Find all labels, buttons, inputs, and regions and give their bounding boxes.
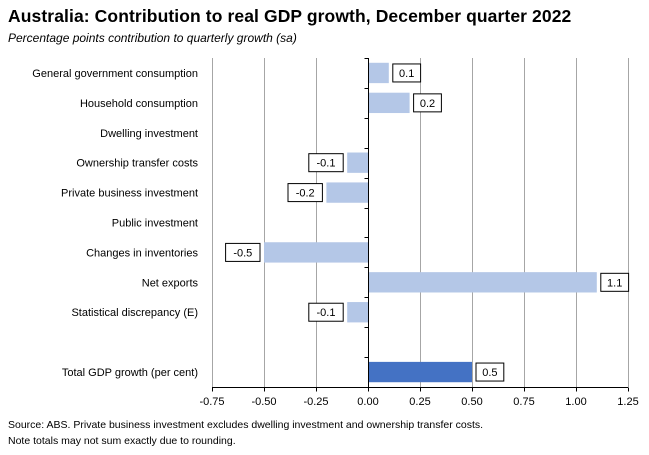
data-label-box: [413, 93, 442, 113]
data-label-box: [475, 362, 505, 382]
data-label: -0.5: [233, 247, 252, 259]
x-tick-label: 1.00: [565, 396, 586, 408]
x-tick-label: 0.00: [357, 396, 378, 408]
bar: [264, 242, 368, 263]
data-label-box: [308, 302, 344, 322]
source-note: Source: ABS. Private business investment…: [8, 419, 484, 431]
bar: [368, 92, 410, 114]
x-tick-label: -0.50: [251, 396, 276, 408]
chart-title: Australia: Contribution to real GDP grow…: [8, 6, 572, 26]
category-label: Dwelling investment: [100, 128, 198, 140]
bar: [326, 182, 368, 203]
category-label: Net exports: [142, 277, 199, 289]
data-label: 0.1: [399, 68, 414, 80]
data-label: -0.2: [296, 188, 315, 200]
bar: [368, 62, 389, 84]
x-tick-label: 0.25: [409, 396, 430, 408]
data-label-box: [225, 242, 261, 262]
data-label-box: [392, 63, 422, 83]
bar: [347, 302, 368, 323]
x-tick-label: 1.25: [617, 396, 638, 408]
category-label: Ownership transfer costs: [76, 158, 198, 170]
data-label-box: [287, 183, 323, 203]
labels: -0.75 -0.50 -0.25 0.00 0.25 0.50 0.75 1.00 1.25 G…: [32, 63, 639, 408]
bar: [368, 272, 597, 293]
data-label: 0.2: [420, 98, 435, 110]
x-tick-label: -0.25: [303, 396, 328, 408]
bars: [264, 62, 597, 383]
data-label: -0.1: [317, 158, 336, 170]
rounding-note: Note totals may not sum exactly due to r…: [8, 435, 236, 447]
data-label: -0.1: [317, 307, 336, 319]
category-label: General government consumption: [32, 68, 198, 80]
chart-subtitle: Percentage points contribution to quarte…: [8, 31, 297, 45]
bar: [347, 152, 368, 173]
bar: [368, 361, 472, 383]
gridlines: [212, 58, 629, 387]
category-label: Changes in inventories: [86, 247, 198, 259]
x-tick-label: -0.75: [199, 396, 224, 408]
category-label: Household consumption: [80, 98, 198, 110]
data-label: 1.1: [607, 277, 622, 289]
category-label: Private business investment: [61, 188, 198, 200]
axes: [212, 58, 629, 392]
category-label: Public investment: [112, 218, 198, 230]
x-tick-label: 0.50: [461, 396, 482, 408]
category-label: Statistical discrepancy (E): [71, 307, 198, 319]
category-label: Total GDP growth (per cent): [62, 367, 198, 379]
data-label-box: [600, 272, 630, 292]
data-label-box: [308, 153, 344, 173]
data-label: 0.5: [482, 367, 497, 379]
x-tick-label: 0.75: [513, 396, 534, 408]
